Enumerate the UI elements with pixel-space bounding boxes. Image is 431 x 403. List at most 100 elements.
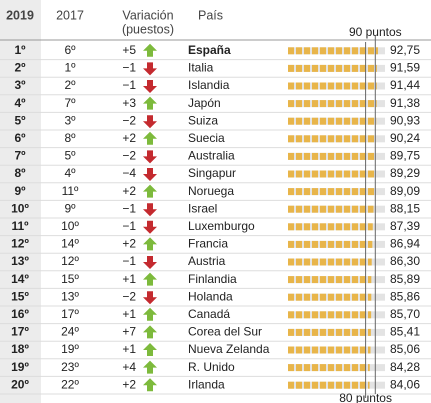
prev-rank: 8º [64, 131, 76, 145]
prev-rank: 9º [64, 201, 76, 215]
country: Nueva Zelanda [188, 342, 270, 356]
country: Irlanda [188, 377, 225, 391]
score: 91,38 [390, 96, 420, 110]
header-prev: 2017 [56, 8, 84, 22]
arrow-up [143, 307, 157, 321]
change: +4 [122, 360, 136, 374]
rank: 19º [11, 360, 29, 374]
score: 91,44 [390, 78, 420, 92]
arrow-up [143, 184, 157, 198]
rank: 2º [14, 61, 26, 75]
bar [288, 381, 370, 389]
country: Noruega [188, 184, 234, 198]
arrow-down [143, 168, 157, 181]
country: España [188, 43, 231, 57]
prev-rank: 22º [61, 377, 79, 391]
change: −4 [122, 166, 136, 180]
rank: 15º [11, 289, 29, 303]
prev-rank: 6º [64, 43, 76, 57]
rank: 12º [11, 237, 29, 251]
reference-label: 80 puntos [339, 391, 392, 403]
country: Japón [188, 96, 221, 110]
score: 88,15 [390, 201, 420, 215]
rank-column-bg [0, 0, 41, 403]
score: 86,30 [390, 254, 420, 268]
rank: 17º [11, 325, 29, 339]
prev-rank: 5º [64, 149, 76, 163]
bar [288, 152, 376, 160]
change: −2 [122, 113, 136, 127]
rank: 4º [14, 96, 26, 110]
prev-rank: 3º [64, 113, 76, 127]
score: 84,28 [390, 360, 420, 374]
header-rank: 2019 [6, 8, 34, 22]
country: Holanda [188, 289, 233, 303]
bar [288, 311, 372, 319]
arrow-down [143, 203, 157, 217]
country: Italia [188, 61, 214, 75]
change: −1 [122, 254, 136, 268]
header-country: País [198, 8, 223, 22]
change: +3 [122, 96, 136, 110]
change: −1 [122, 219, 136, 233]
bar [288, 223, 373, 231]
country: Australia [188, 149, 235, 163]
score: 87,39 [390, 219, 420, 233]
score: 85,89 [390, 272, 420, 286]
rank: 1º [14, 43, 26, 57]
rank: 14º [11, 272, 29, 286]
bar [288, 276, 372, 284]
prev-rank: 13º [61, 289, 79, 303]
rank: 5º [14, 113, 26, 127]
arrow-up [143, 131, 157, 145]
prev-rank: 19º [61, 342, 79, 356]
header-change: Variación [122, 8, 173, 22]
bar [288, 328, 371, 336]
arrow-up [143, 378, 157, 392]
score: 89,75 [390, 149, 420, 163]
header-change: (puestos) [122, 22, 174, 36]
country: Suecia [188, 131, 225, 145]
change: +1 [122, 307, 136, 321]
change: +7 [122, 325, 136, 339]
rank: 9º [14, 184, 26, 198]
change: +1 [122, 272, 136, 286]
country: Islandia [188, 78, 230, 92]
country: Corea del Sur [188, 325, 262, 339]
rank: 7º [14, 149, 26, 163]
rank: 11º [11, 219, 29, 233]
arrow-down [143, 62, 157, 76]
country: Singapur [188, 166, 236, 180]
score: 92,75 [390, 43, 420, 57]
rank: 6º [14, 131, 26, 145]
prev-rank: 15º [61, 272, 79, 286]
arrow-down [143, 256, 157, 269]
bar [288, 188, 375, 196]
prev-rank: 4º [64, 166, 76, 180]
arrow-up [143, 360, 157, 374]
arrow-up [143, 43, 157, 57]
rank: 20º [11, 377, 29, 391]
arrow-down [143, 220, 157, 234]
country: Finlandia [188, 272, 237, 286]
bar [288, 240, 373, 248]
rank: 16º [11, 307, 29, 321]
rank: 10º [11, 201, 29, 215]
score: 85,06 [390, 342, 420, 356]
change: −1 [122, 201, 136, 215]
change: −1 [122, 78, 136, 92]
prev-rank: 23º [61, 360, 79, 374]
score: 90,93 [390, 113, 420, 127]
change: −2 [122, 289, 136, 303]
prev-rank: 11º [62, 184, 79, 198]
bar [288, 205, 374, 213]
arrow-up [143, 96, 157, 110]
bar [288, 117, 377, 125]
bar [288, 47, 378, 55]
bar [288, 64, 377, 72]
arrow-up [143, 325, 157, 339]
score: 89,29 [390, 166, 420, 180]
country: Canadá [188, 307, 230, 321]
rank: 13º [11, 254, 29, 268]
score: 85,41 [390, 325, 420, 339]
